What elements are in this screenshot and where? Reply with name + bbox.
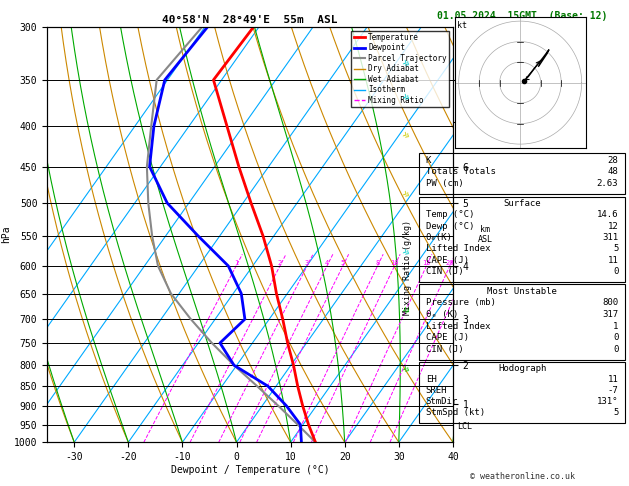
Text: LCL: LCL: [457, 422, 472, 431]
Text: 0: 0: [613, 345, 618, 354]
Text: 5: 5: [613, 408, 618, 417]
Bar: [420, 197, 625, 282]
Bar: [420, 153, 625, 194]
Text: 0: 0: [613, 333, 618, 342]
Text: 0: 0: [613, 267, 618, 276]
Text: Temp (°C): Temp (°C): [426, 210, 474, 220]
Text: »: »: [399, 90, 412, 104]
Text: 800: 800: [602, 298, 618, 307]
Text: K: K: [426, 156, 431, 165]
Y-axis label: km
ASL: km ASL: [477, 225, 493, 244]
Text: PW (cm): PW (cm): [426, 179, 464, 188]
Text: Surface: Surface: [503, 199, 541, 208]
Text: Pressure (mb): Pressure (mb): [426, 298, 496, 307]
Text: CAPE (J): CAPE (J): [426, 256, 469, 265]
Text: 2: 2: [278, 260, 282, 266]
Text: -7: -7: [608, 386, 618, 395]
Text: 20: 20: [445, 260, 454, 266]
Text: Dewp (°C): Dewp (°C): [426, 222, 474, 231]
Text: θₑ(K): θₑ(K): [426, 233, 453, 242]
Text: »: »: [399, 187, 412, 202]
Text: 11: 11: [608, 375, 618, 384]
Text: 48: 48: [608, 168, 618, 176]
Text: CIN (J): CIN (J): [426, 267, 464, 276]
Text: StmDir: StmDir: [426, 398, 458, 406]
Title: 40°58'N  28°49'E  55m  ASL: 40°58'N 28°49'E 55m ASL: [162, 15, 338, 25]
Text: 8: 8: [376, 260, 380, 266]
Text: 14.6: 14.6: [597, 210, 618, 220]
Text: Totals Totals: Totals Totals: [426, 168, 496, 176]
Text: Lifted Index: Lifted Index: [426, 244, 491, 254]
Text: EH: EH: [426, 375, 437, 384]
Text: Lifted Index: Lifted Index: [426, 322, 491, 330]
Bar: [420, 362, 625, 423]
Text: 15: 15: [422, 260, 431, 266]
Text: 11: 11: [608, 256, 618, 265]
Text: 311: 311: [602, 233, 618, 242]
Text: Mixing Ratio (g/kg): Mixing Ratio (g/kg): [403, 220, 412, 315]
Text: »: »: [399, 56, 412, 70]
Text: Most Unstable: Most Unstable: [487, 287, 557, 296]
Text: 3: 3: [305, 260, 309, 266]
Text: 10: 10: [390, 260, 399, 266]
Text: 5: 5: [341, 260, 345, 266]
Text: 28: 28: [608, 156, 618, 165]
Bar: [420, 284, 625, 360]
Text: Hodograph: Hodograph: [498, 364, 546, 373]
Text: 5: 5: [613, 244, 618, 254]
Text: 1: 1: [613, 322, 618, 330]
Text: 2.63: 2.63: [597, 179, 618, 188]
Text: 01.05.2024  15GMT  (Base: 12): 01.05.2024 15GMT (Base: 12): [437, 11, 607, 21]
Text: StmSpd (kt): StmSpd (kt): [426, 408, 485, 417]
Legend: Temperature, Dewpoint, Parcel Trajectory, Dry Adiabat, Wet Adiabat, Isotherm, Mi: Temperature, Dewpoint, Parcel Trajectory…: [352, 31, 449, 107]
Text: CAPE (J): CAPE (J): [426, 333, 469, 342]
Text: »: »: [399, 245, 412, 260]
Text: »: »: [399, 129, 412, 143]
Text: 1: 1: [234, 260, 238, 266]
Text: 4: 4: [325, 260, 329, 266]
Text: »: »: [399, 362, 412, 377]
Text: SREH: SREH: [426, 386, 447, 395]
Text: 131°: 131°: [597, 398, 618, 406]
Text: »: »: [399, 304, 412, 318]
Text: 12: 12: [608, 222, 618, 231]
X-axis label: Dewpoint / Temperature (°C): Dewpoint / Temperature (°C): [170, 465, 330, 475]
Text: © weatheronline.co.uk: © weatheronline.co.uk: [470, 472, 574, 481]
Y-axis label: hPa: hPa: [1, 226, 11, 243]
Text: 317: 317: [602, 310, 618, 319]
Text: CIN (J): CIN (J): [426, 345, 464, 354]
Text: θₑ (K): θₑ (K): [426, 310, 458, 319]
Text: kt: kt: [457, 21, 467, 30]
